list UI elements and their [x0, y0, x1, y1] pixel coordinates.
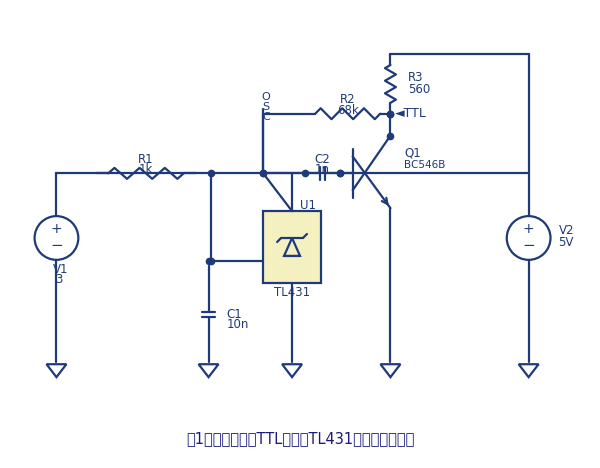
Polygon shape	[282, 364, 302, 377]
Text: +: +	[523, 222, 535, 236]
Text: 1n: 1n	[315, 163, 330, 176]
Text: R2: R2	[340, 93, 356, 106]
Text: 5V: 5V	[559, 236, 574, 249]
Bar	[263, 211, 321, 283]
Polygon shape	[284, 238, 300, 256]
Text: −: −	[522, 238, 535, 254]
Text: C: C	[262, 112, 270, 122]
Text: V2: V2	[559, 224, 574, 236]
Text: Q1: Q1	[404, 147, 421, 160]
Text: +: +	[50, 222, 62, 236]
Text: 560: 560	[409, 83, 431, 96]
Text: S: S	[263, 102, 270, 112]
Text: BC546B: BC546B	[404, 161, 446, 170]
Text: 3: 3	[55, 273, 62, 286]
Text: R1: R1	[138, 153, 154, 166]
Text: TL431: TL431	[274, 286, 310, 299]
Text: 68k: 68k	[337, 104, 359, 117]
Text: ◄TTL: ◄TTL	[395, 107, 427, 120]
Text: 图1：输出缓冲至TTL电平的TL431压控振荡器电路: 图1：输出缓冲至TTL电平的TL431压控振荡器电路	[186, 431, 414, 446]
Polygon shape	[380, 364, 400, 377]
Text: O: O	[262, 92, 271, 102]
Text: U1: U1	[300, 199, 316, 212]
Text: 10n: 10n	[226, 318, 249, 331]
Text: −: −	[50, 238, 63, 254]
Text: C2: C2	[314, 153, 330, 166]
Text: R3: R3	[409, 72, 424, 84]
Text: V1: V1	[52, 263, 68, 276]
Polygon shape	[199, 364, 218, 377]
Text: C1: C1	[226, 307, 242, 321]
Text: 1k: 1k	[139, 163, 153, 176]
Polygon shape	[47, 364, 67, 377]
Polygon shape	[518, 364, 539, 377]
